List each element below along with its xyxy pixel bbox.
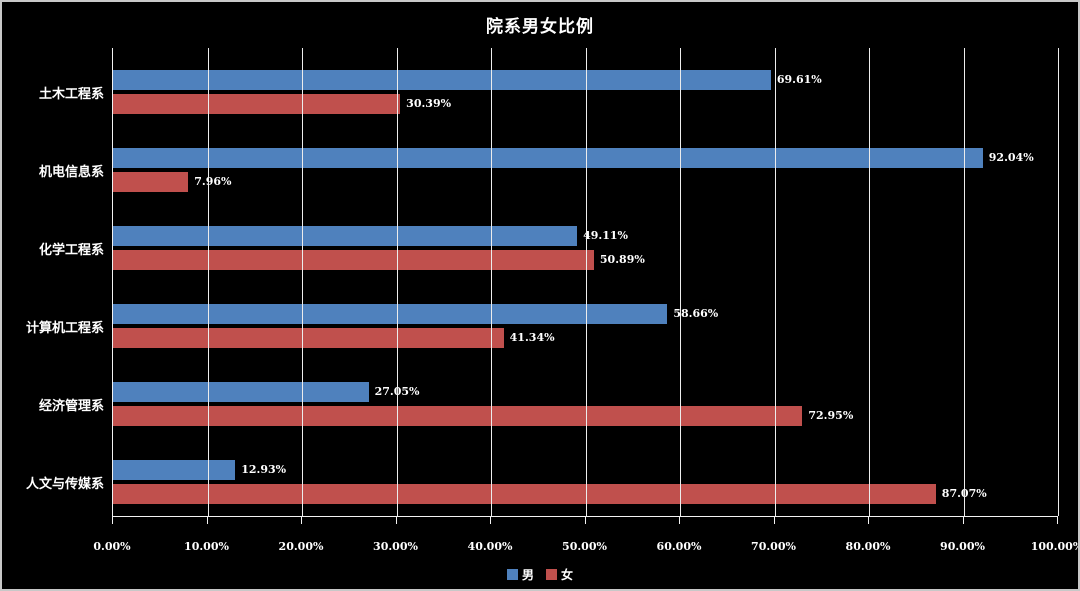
bar-female [113,484,936,504]
x-axis-tick-label: 50.00% [562,540,607,553]
legend-label: 女 [561,568,574,582]
gridline [680,48,681,516]
bar-value-label: 41.34% [509,331,555,344]
chart-row: 92.04% 7.96% [113,126,1058,204]
legend-swatch-icon [506,569,518,580]
chart-row: 49.11% 50.89% [113,204,1058,282]
y-axis-label: 经济管理系 [38,399,104,414]
x-axis-tick-label: 0.00% [93,540,131,553]
x-axis-tick [584,516,586,524]
legend-item-male: 男 [506,566,534,583]
chart-row: 58.66% 41.34% [113,282,1058,360]
x-axis-tick [773,516,775,524]
x-axis-tick-label: 40.00% [467,540,513,553]
gridline [1058,48,1059,516]
x-axis-tick [301,516,302,524]
bar-male [113,382,369,402]
y-axis-labels: 土木工程系机电信息系化学工程系计算机工程系经济管理系人文与传媒系 [2,48,104,516]
chart-legend: 男女 [2,566,1078,583]
x-axis-tick-label: 20.00% [278,540,324,553]
bar-female [113,250,594,270]
x-axis-tick [490,516,491,524]
y-axis-label: 机电信息系 [38,165,104,180]
bar-male [113,148,983,168]
bar-value-label: 12.93% [241,463,287,476]
x-axis-tick [395,516,397,524]
bar-female [113,94,401,114]
bar-value-label: 49.11% [583,229,628,242]
x-axis-tick [1057,516,1058,524]
x-axis-tick-label: 30.00% [373,540,418,553]
gridline [585,48,587,516]
legend-label: 男 [521,568,534,582]
gridline [774,48,776,516]
bar-value-label: 58.66% [673,307,719,320]
chart-row: 27.05%72.95% [113,360,1058,438]
x-axis-tick [679,516,680,524]
bar-value-label: 50.89% [599,253,645,266]
chart-row: 69.61% 30.39% [113,48,1058,126]
x-axis-tick-label: 10.00% [184,540,229,553]
y-axis-label: 计算机工程系 [25,321,104,336]
gridline [302,48,303,516]
bar-male [113,70,771,90]
bar-female [113,172,189,192]
legend-item-female: 女 [546,566,573,583]
chart-row: 12.93%87.07% [113,438,1058,516]
x-axis-tick [206,516,208,524]
x-axis-tick [112,516,113,524]
legend-swatch-icon [546,569,557,580]
bar-value-label: 69.61% [776,73,822,86]
bar-value-label: 72.95% [808,409,854,422]
bar-value-label: 92.04% [988,151,1034,164]
plot-area: 69.61% 30.39% 92.04% 7.96% 49.11% 50.89% 58.66… [112,48,1059,517]
x-axis-tick [868,516,869,524]
x-axis-tick-label: 90.00% [940,540,985,553]
gridline [396,48,398,516]
bar-female [113,328,504,348]
gridline [491,48,492,516]
bar-male [113,460,236,480]
bar-value-label: 30.39% [406,97,452,110]
gridline [869,48,870,516]
chart-title: 院系男女比例 [486,17,594,37]
x-axis-tick-label: 70.00% [751,540,796,553]
gridline [207,48,209,516]
x-axis-tick-label: 60.00% [656,540,702,553]
y-axis-label: 人文与传媒系 [25,477,104,492]
y-axis-label: 土木工程系 [38,87,104,102]
gridline [963,48,965,516]
x-axis-tick [962,516,964,524]
bar-value-label: 7.96% [194,175,232,188]
x-axis-tick-label: 100.00% [1030,540,1080,553]
x-axis-tick-label: 80.00% [845,540,891,553]
bar-female [113,406,803,426]
bar-male [113,304,668,324]
y-axis-label: 化学工程系 [38,243,104,258]
bar-male [113,226,578,246]
